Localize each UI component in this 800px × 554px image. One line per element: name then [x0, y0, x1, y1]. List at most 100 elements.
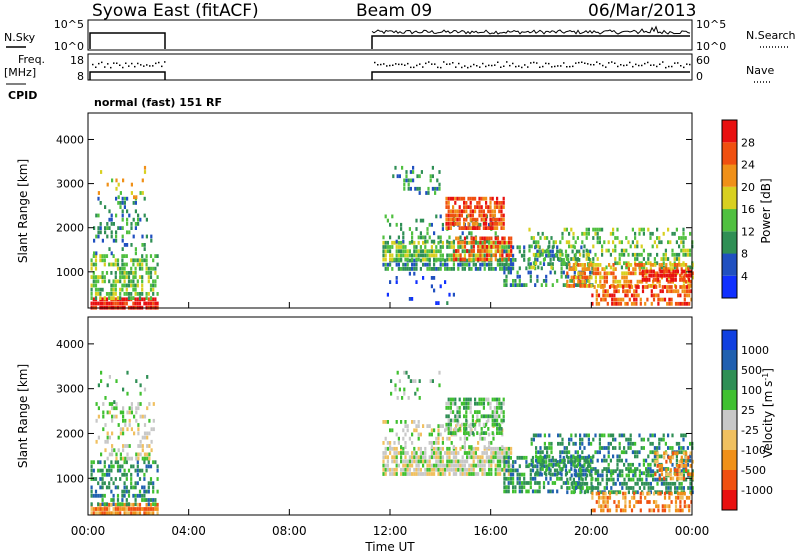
heatmap-cell [156, 254, 159, 258]
heatmap-cell [382, 240, 385, 245]
heatmap-cell [598, 433, 601, 438]
heatmap-cell [591, 491, 594, 496]
nave-dot [512, 62, 514, 65]
heatmap-cell [413, 428, 416, 433]
x-axis-label: Time UT [364, 540, 415, 554]
heatmap-cell [130, 271, 133, 275]
heatmap-cell [488, 441, 491, 445]
heatmap-cell [648, 500, 651, 504]
x-tick-label: 04:00 [171, 524, 206, 538]
heatmap-cell [647, 473, 650, 478]
y-tick-label: 3000 [56, 178, 84, 191]
heatmap-cell [585, 248, 588, 253]
heatmap-cell [99, 485, 102, 490]
colorbar-swatch [722, 186, 737, 210]
heatmap-cell [97, 507, 100, 511]
heatmap-cell [604, 495, 607, 500]
heatmap-cell [411, 262, 414, 267]
heatmap-cell [433, 276, 436, 280]
heatmap-cell [445, 406, 448, 410]
heatmap-cell [467, 401, 470, 406]
heatmap-cell [463, 427, 466, 431]
heatmap-cell [574, 441, 577, 446]
heatmap-cell [658, 240, 661, 245]
heatmap-cell [559, 257, 562, 261]
heatmap-cell [560, 249, 563, 254]
nave-dot [485, 65, 487, 68]
nave-dot [620, 64, 622, 66]
heatmap-cell [528, 227, 531, 232]
heatmap-cell [465, 209, 468, 214]
heatmap-cell [465, 205, 468, 209]
heatmap-cell [402, 267, 405, 271]
heatmap-cell [477, 459, 480, 464]
heatmap-cell [568, 240, 571, 245]
heatmap-cell [456, 196, 459, 201]
heatmap-cell [469, 201, 472, 205]
heatmap-cell [99, 493, 102, 498]
heatmap-cell [678, 441, 681, 446]
heatmap-cell [411, 455, 414, 460]
heatmap-cell [101, 477, 104, 481]
heatmap-cell [143, 423, 147, 427]
heatmap-cell [382, 459, 385, 464]
heatmap-cell [556, 489, 559, 494]
heatmap-cell [459, 463, 462, 468]
heatmap-cell [411, 253, 414, 258]
heatmap-cell [496, 217, 499, 222]
heatmap-cell [115, 196, 118, 201]
heatmap-cell [590, 481, 593, 486]
heatmap-cell [520, 472, 524, 477]
heatmap-cell [154, 254, 157, 258]
heatmap-cell [143, 493, 146, 498]
heatmap-cell [623, 433, 626, 438]
heatmap-cell [92, 493, 95, 498]
heatmap-cell [541, 467, 544, 471]
heatmap-cell [512, 258, 515, 262]
heatmap-cell [469, 431, 472, 435]
heatmap-cell [551, 262, 554, 266]
heatmap-cell [613, 293, 616, 298]
heatmap-cell [452, 213, 455, 218]
heatmap-cell [430, 445, 433, 449]
heatmap-cell [599, 481, 602, 486]
heatmap-cell [114, 511, 117, 516]
heatmap-cell [483, 257, 486, 262]
heatmap-cell [634, 490, 637, 495]
heatmap-cell [116, 502, 120, 507]
heatmap-cell [551, 283, 554, 287]
heatmap-cell [663, 273, 666, 278]
heatmap-cell [597, 267, 600, 271]
heatmap-cell [427, 191, 430, 195]
heatmap-cell [680, 455, 683, 460]
heatmap-cell [116, 279, 120, 284]
heatmap-cell [561, 231, 564, 236]
heatmap-cell [510, 463, 513, 468]
heatmap-cell [594, 275, 597, 280]
heatmap-cell [590, 467, 593, 471]
heatmap-cell [477, 472, 480, 476]
heatmap-cell [592, 454, 595, 459]
heatmap-cell [505, 468, 508, 473]
heatmap-cell [581, 271, 584, 276]
heatmap-cell [435, 436, 438, 441]
heatmap-cell [137, 452, 140, 457]
heatmap-cell [92, 283, 95, 288]
heatmap-cell [135, 410, 138, 415]
nave-dot [668, 65, 670, 68]
heatmap-cell [404, 455, 407, 460]
heatmap-cell [433, 428, 436, 433]
heatmap-cell [650, 301, 653, 306]
heatmap-cell [514, 279, 517, 283]
heatmap-cell [465, 201, 468, 205]
heatmap-cell [463, 406, 466, 410]
heatmap-cell [110, 283, 113, 288]
heatmap-cell [597, 263, 600, 267]
heatmap-cell [108, 464, 111, 469]
heatmap-cell [424, 239, 427, 244]
heatmap-cell [681, 269, 684, 274]
heatmap-cell [655, 504, 658, 509]
station-title: Syowa East (fitACF) [92, 1, 259, 21]
heatmap-cell [470, 245, 473, 249]
heatmap-cell [479, 267, 482, 271]
